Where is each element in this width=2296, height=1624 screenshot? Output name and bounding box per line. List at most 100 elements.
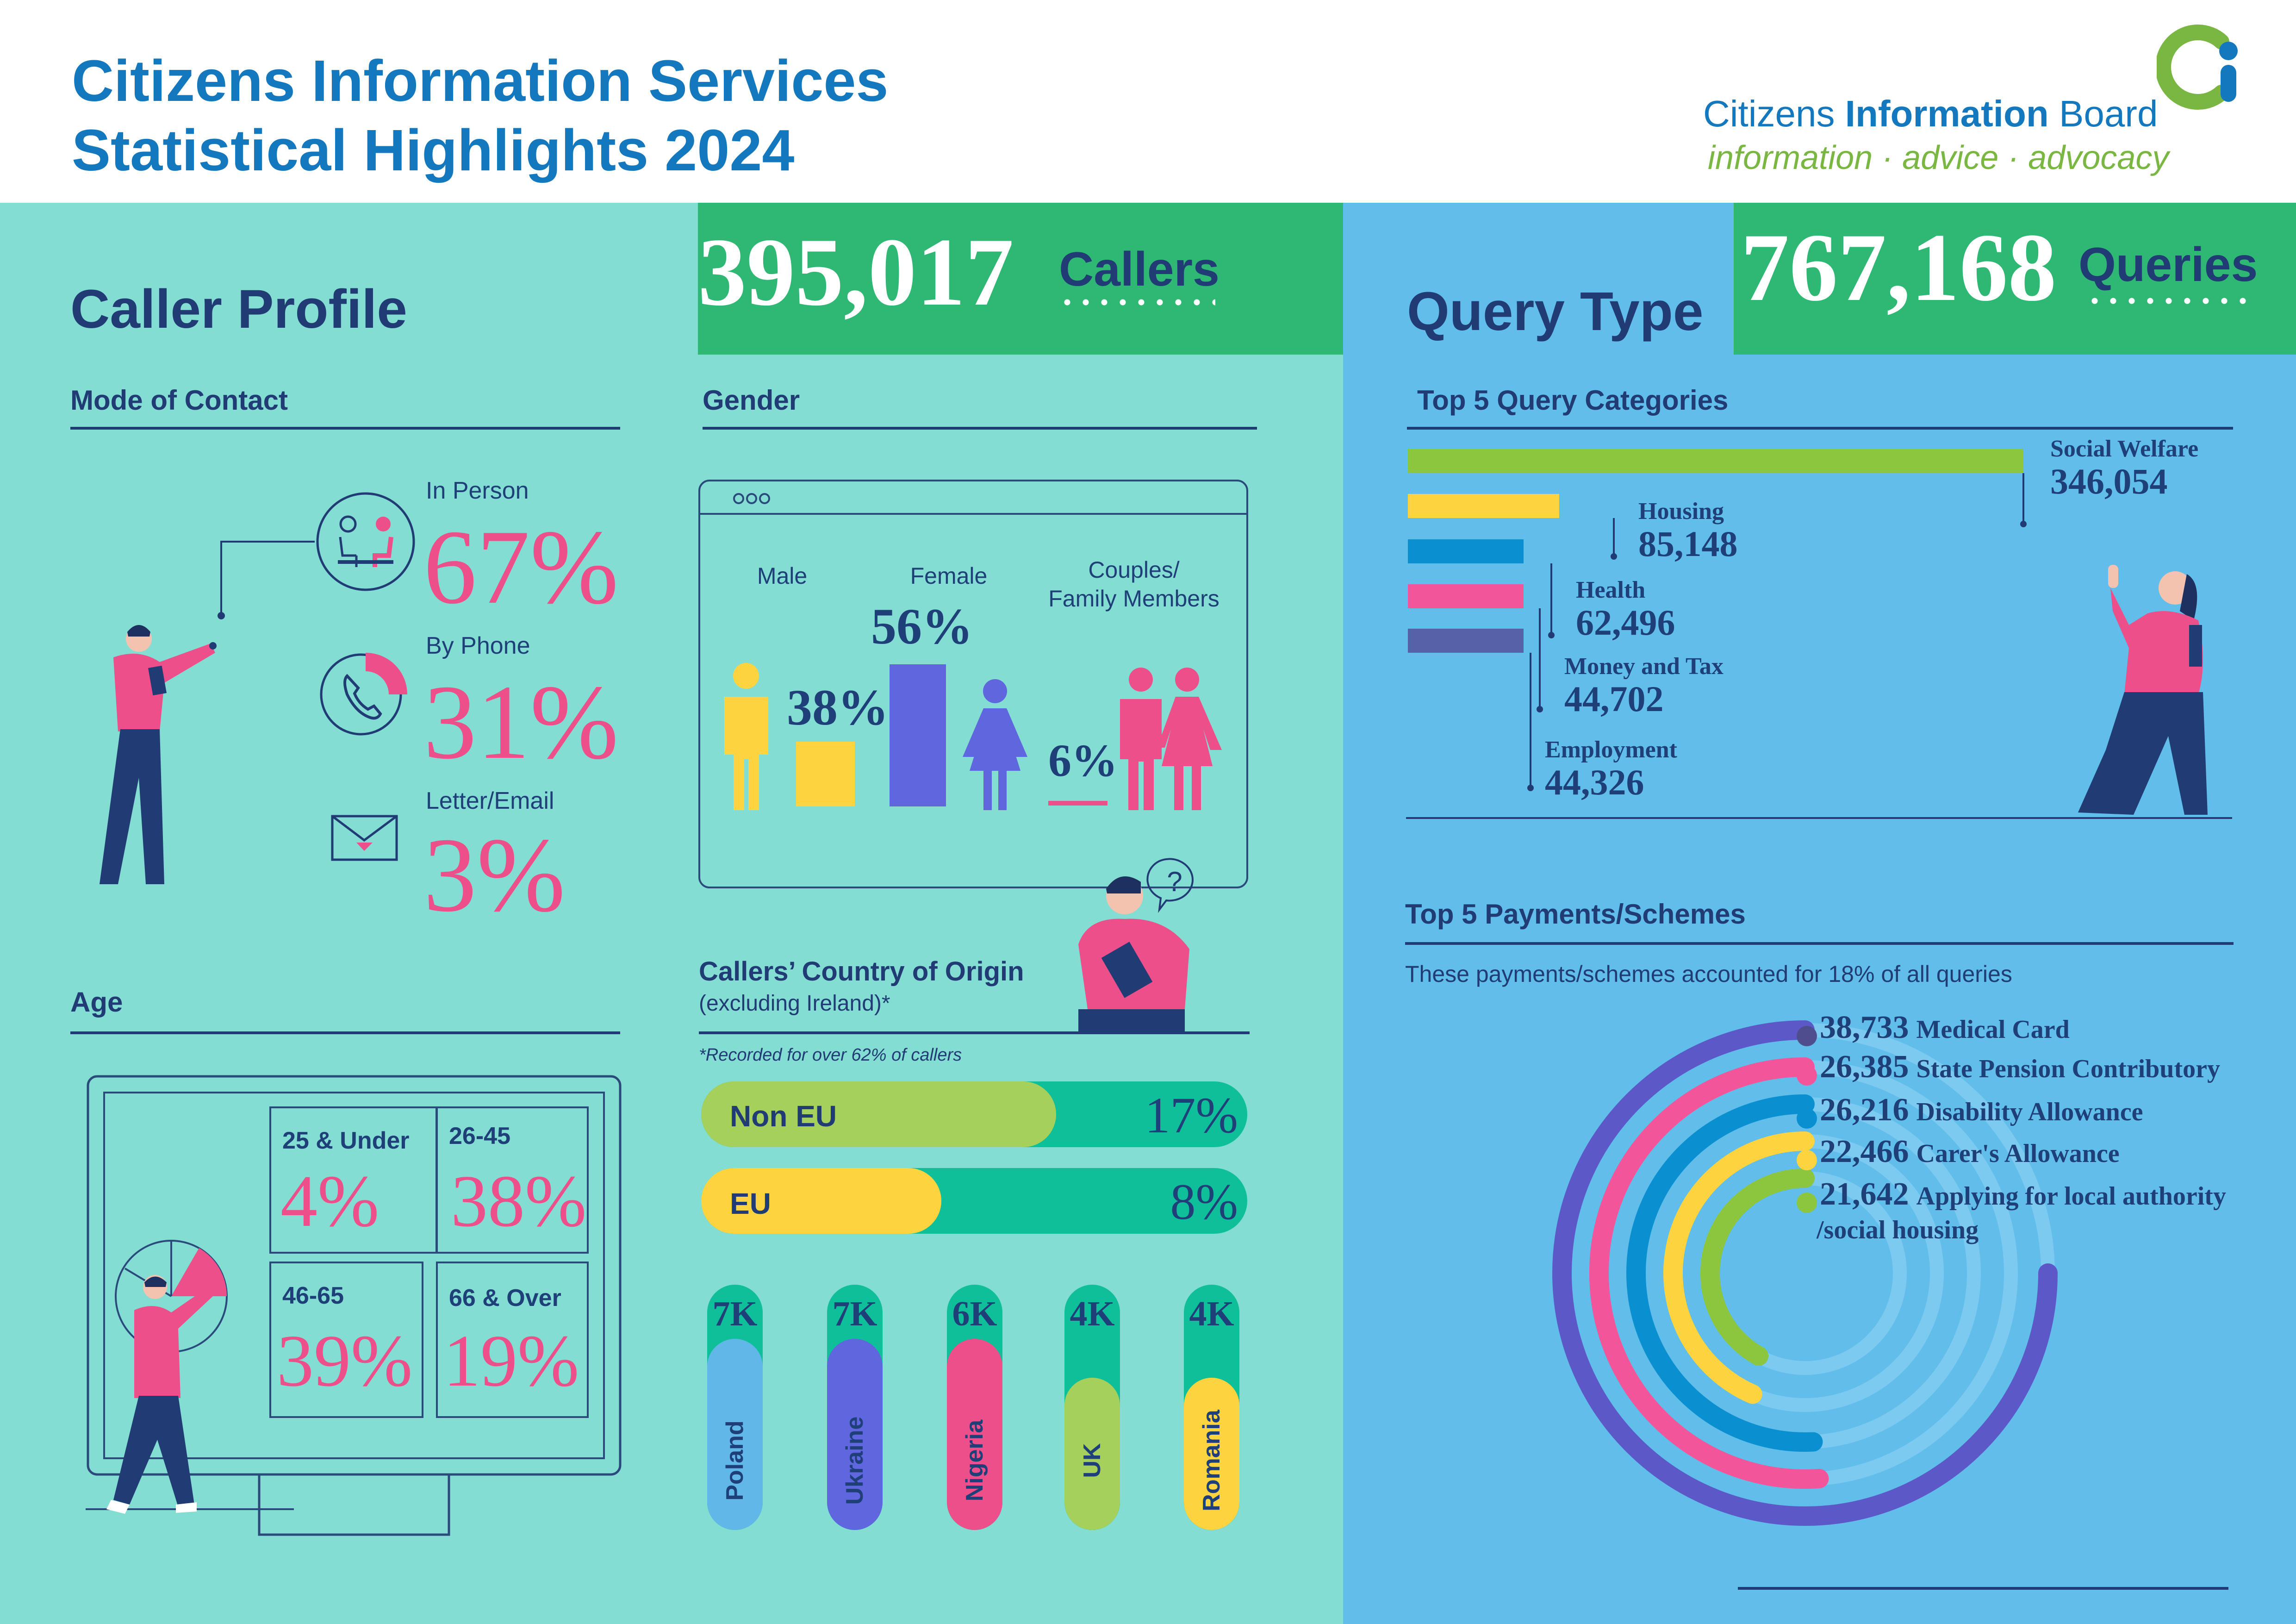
country-pill-name: UK [1079,1443,1106,1478]
gender-rule [703,427,1257,430]
mode-connector [218,537,319,620]
envelope-icon [331,815,398,861]
country-pill-poland: 7K Poland [707,1285,763,1530]
country-pill-ukraine: 7K Ukraine [827,1285,883,1530]
payment-dot [1797,1149,1817,1170]
person-pointing-illustration [90,616,229,893]
country-pill-fill [1184,1378,1239,1530]
categories-baseline [1406,817,2232,819]
category-bar-health [1408,539,1524,563]
payment-row: 26,216 Disability Allowance [1797,1092,2143,1129]
age-label: 66 & Over [449,1285,561,1312]
country-pill-value: 4K [1189,1294,1234,1333]
category-label: Health [1576,577,1646,603]
country-pill-value: 7K [832,1294,877,1333]
category-leader-dot [1527,785,1534,791]
country-pill-name: Romania [1198,1410,1225,1512]
non-eu-bar: Non EU 17% [701,1081,1247,1147]
country-origin-note: *Recorded for over 62% of callers [699,1045,962,1065]
country-pill-fill [707,1338,763,1530]
in-person-label: In Person [426,477,529,504]
cib-logo-icon [2155,23,2245,111]
payment-row: 38,733 Medical Card [1797,1009,2070,1046]
female-value: 56% [871,598,973,655]
letter-email-value: 3% [423,816,566,934]
age-value: 39% [277,1319,413,1402]
payment-label: Medical Card [1916,1015,2070,1044]
age-label: 26-45 [449,1123,510,1149]
payments-radial-chart [1552,1020,2058,1526]
category-value: 85,148 [1638,524,1738,564]
country-pill-value: 4K [1070,1294,1115,1333]
category-value: 44,326 [1545,762,1644,802]
country-pill-uk: 4K UK [1064,1285,1120,1530]
category-leader-dot [1548,632,1555,638]
category-bar-money-and-tax [1408,584,1524,608]
payment-dot [1797,1025,1817,1046]
age-value: 19% [443,1319,579,1402]
radial-arc [1663,1131,1815,1404]
country-origin-subtitle: (excluding Ireland)* [699,991,890,1016]
by-phone-label: By Phone [426,632,530,659]
queries-count: 767,168 [1741,214,2057,321]
age-rule [70,1031,620,1034]
query-type-panel [1343,203,2296,1624]
country-pill-fill [947,1338,1002,1530]
couple-icon [1113,667,1226,810]
payment-value: 26,216 [1820,1092,1909,1128]
category-label: Social Welfare [2050,436,2199,462]
category-value: 44,702 [1564,679,1664,719]
radial-arc [1700,1168,1815,1366]
category-leader-line [2022,473,2024,523]
payment-dot [1797,1192,1817,1213]
age-label: 46-65 [282,1282,344,1309]
category-value: 62,496 [1576,602,1675,643]
category-leader-line [1550,563,1552,634]
eu-bar-fill [701,1168,942,1234]
org-name: Citizens Information Board [1703,93,2158,134]
category-label: Housing [1638,498,1724,525]
payment-row: 26,385 State Pension Contributory [1797,1049,2220,1086]
category-leader-dot [1537,706,1543,712]
queries-dots [2085,298,2252,304]
payment-row: 21,642 Applying for local authority [1797,1176,2226,1213]
country-pill-romania: 4K Romania [1184,1285,1239,1530]
payment-row: 22,466 Carer's Allowance [1797,1133,2120,1170]
payment-value: 38,733 [1820,1010,1909,1045]
queries-banner: 767,168 Queries [1734,203,2296,355]
tagline: information · advice · advocacy [1708,139,2169,176]
top-categories-title: Top 5 Query Categories [1417,385,1729,416]
payment-label: State Pension Contributory [1916,1055,2220,1083]
category-label: Money and Tax [1564,653,1724,680]
age-value: 4% [280,1160,380,1242]
category-leader-dot [2020,521,2027,527]
category-leader-line [1539,608,1541,708]
age-label: 25 & Under [282,1127,410,1154]
payment-value: 22,466 [1820,1134,1909,1169]
payments-subtitle: These payments/schemes accounted for 18%… [1405,961,2012,987]
payment-label-line2: /social housing [1817,1216,1979,1244]
payment-label: Carer's Allowance [1916,1139,2120,1168]
category-bar-employment [1408,629,1524,653]
callers-count: 395,017 [698,219,1014,326]
country-pill-fill [1064,1378,1120,1530]
mode-of-contact-rule [70,427,620,430]
non-eu-bar-fill [701,1081,1056,1147]
title-line-1: Citizens Information Services [72,48,889,113]
payment-value: 21,642 [1820,1176,1909,1212]
category-leader-line [1613,518,1615,556]
top-categories-rule [1407,427,2233,430]
couples-bar [1048,801,1108,806]
male-bar [796,742,855,806]
payment-label: Applying for local authority [1916,1182,2226,1211]
country-pill-value: 6K [952,1294,997,1333]
category-label: Employment [1545,737,1677,763]
eu-label: EU [730,1187,771,1220]
letter-email-label: Letter/Email [426,787,554,814]
payment-dot [1797,1108,1817,1129]
non-eu-value: 17% [1145,1087,1238,1143]
female-label: Female [910,563,988,589]
svg-text:?: ? [1167,866,1182,897]
male-icon [715,662,778,810]
callers-label: Callers [1059,243,1220,296]
